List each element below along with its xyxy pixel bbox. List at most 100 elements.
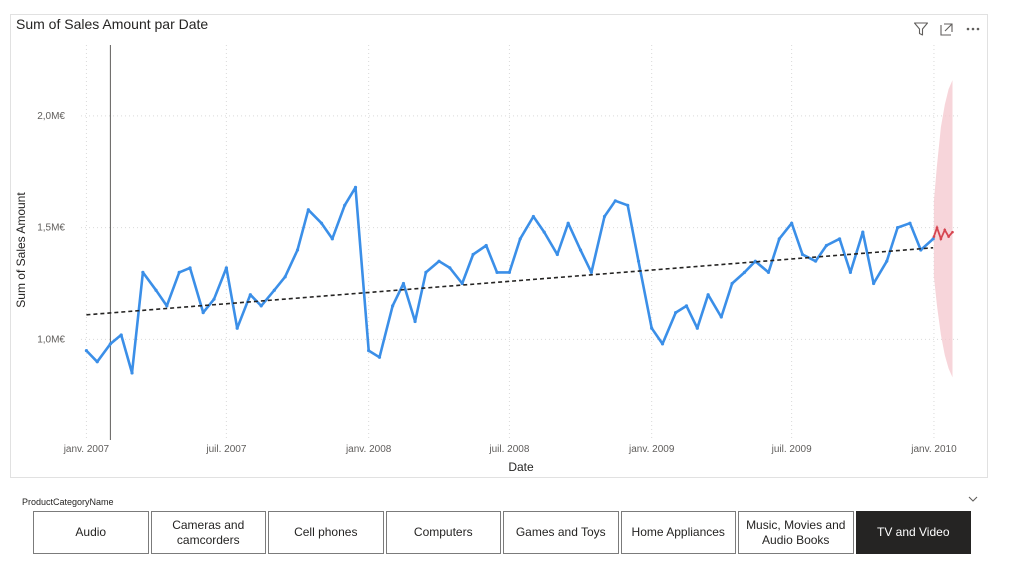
data-point: [424, 270, 428, 274]
focus-mode-icon[interactable]: [937, 19, 957, 39]
data-point: [730, 281, 734, 286]
x-tick-label: juil. 2007: [205, 444, 246, 455]
gridlines: [81, 45, 961, 440]
data-point: [235, 326, 239, 330]
data-point: [84, 348, 89, 353]
data-point: [753, 259, 757, 263]
data-point: [814, 259, 818, 263]
data-point: [848, 270, 853, 274]
data-point: [589, 270, 593, 274]
data-point: [518, 237, 522, 241]
data-point: [377, 355, 382, 359]
y-axis-title: Sum of Sales Amount: [14, 192, 28, 308]
x-tick-label: janv. 2010: [910, 444, 957, 455]
data-point: [460, 281, 464, 286]
data-point: [908, 221, 912, 225]
data-point: [306, 208, 310, 212]
line-chart-visual[interactable]: Sum of Sales Amount par Date 1,0M€ 1,5M€ 2…: [10, 14, 988, 478]
forecast-point: [943, 228, 947, 232]
data-point: [650, 326, 654, 330]
data-point: [719, 315, 723, 319]
visual-title: Sum of Sales Amount par Date: [16, 16, 209, 32]
forecast-point: [939, 237, 943, 241]
trend-line: [86, 246, 934, 316]
more-options-icon[interactable]: [963, 19, 983, 39]
slicer-button-computers[interactable]: Computers: [385, 511, 501, 554]
data-point: [706, 293, 710, 297]
forecast-point: [932, 235, 936, 238]
data-point: [555, 252, 559, 257]
slicer-button-home-appliances[interactable]: Home Appliances: [620, 511, 736, 554]
slicer-button-cameras-and-camcorders[interactable]: Cameras and camcorders: [150, 511, 266, 554]
data-point: [367, 348, 371, 353]
data-point: [437, 259, 441, 263]
data-point: [471, 252, 475, 257]
data-point: [636, 259, 641, 263]
data-point: [272, 288, 276, 292]
data-point: [777, 237, 781, 241]
data-point: [766, 270, 771, 274]
x-axis-title: Date: [508, 460, 534, 474]
data-point: [824, 243, 829, 248]
x-tick-label: juil. 2009: [771, 444, 812, 455]
forecast-point: [947, 235, 950, 238]
data-point: [660, 342, 665, 346]
slicer-title: ProductCategoryName: [22, 497, 114, 507]
series-layer: [84, 185, 954, 375]
data-point: [602, 214, 607, 219]
data-point: [259, 304, 263, 308]
forecast-band: [933, 80, 953, 378]
chart-plot: 1,0M€ 1,5M€ 2,0M€ janv. 2007 juil. 2007 janv.…: [14, 45, 961, 474]
data-point: [413, 319, 417, 324]
data-point: [343, 203, 347, 207]
data-point: [201, 310, 205, 315]
data-point: [391, 304, 395, 308]
data-point: [188, 266, 192, 270]
y-tick-label: 1,0M€: [37, 334, 65, 345]
data-point: [861, 230, 865, 234]
data-point: [224, 266, 228, 270]
data-point: [283, 275, 287, 279]
slicer-button-games-and-toys[interactable]: Games and Toys: [503, 511, 619, 554]
data-point: [154, 288, 158, 292]
filter-icon[interactable]: [911, 19, 931, 39]
slicer-button-music-movies-and-audio-books[interactable]: Music, Movies and Audio Books: [738, 511, 854, 554]
data-point: [95, 360, 99, 364]
data-point: [542, 230, 546, 234]
data-point: [401, 281, 406, 286]
slicer-button-tv-and-video[interactable]: TV and Video: [855, 511, 971, 554]
data-point: [790, 221, 794, 225]
data-point: [566, 221, 570, 225]
data-point: [130, 371, 134, 375]
data-point: [353, 185, 358, 190]
forecast-confidence-band: [933, 80, 953, 378]
data-point: [448, 266, 452, 270]
chevron-down-icon[interactable]: [966, 492, 980, 506]
data-point: [507, 270, 512, 274]
data-point: [330, 237, 334, 241]
data-point: [531, 214, 535, 219]
category-slicer: Audio Cameras and camcorders Cell phones Co…: [33, 511, 971, 554]
data-point: [626, 203, 630, 207]
data-point: [837, 237, 842, 241]
data-point: [895, 226, 900, 230]
y-tick-label: 1,5M€: [37, 223, 65, 234]
x-tick-label: janv. 2007: [63, 444, 110, 455]
data-point: [119, 333, 123, 337]
data-point: [177, 270, 181, 274]
data-point: [742, 270, 747, 274]
x-tick-label: janv. 2009: [628, 444, 675, 455]
slicer-button-audio[interactable]: Audio: [33, 511, 149, 554]
data-point: [495, 270, 499, 274]
forecast-point: [951, 230, 954, 234]
data-point: [578, 248, 583, 252]
data-point: [872, 281, 876, 286]
data-point: [674, 310, 678, 315]
x-tick-label: janv. 2008: [345, 444, 392, 455]
data-point: [695, 326, 699, 330]
data-point: [319, 221, 324, 225]
slicer-button-cell-phones[interactable]: Cell phones: [268, 511, 384, 554]
data-point: [613, 199, 617, 203]
data-point: [108, 342, 112, 346]
data-point: [684, 304, 689, 308]
